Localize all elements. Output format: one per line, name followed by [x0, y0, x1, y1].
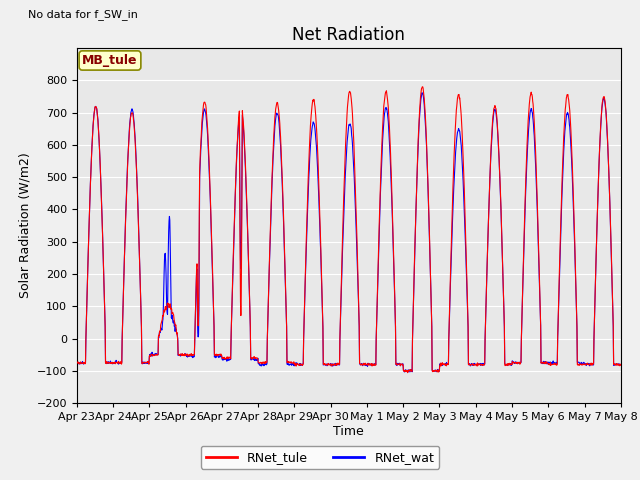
- RNet_tule: [617, 361, 625, 367]
- RNet_wat: [418, 90, 426, 96]
- Y-axis label: Solar Radiation (W/m2): Solar Radiation (W/m2): [18, 153, 31, 299]
- X-axis label: Time: Time: [333, 425, 364, 438]
- RNet_wat: [255, 361, 262, 367]
- RNet_tule: [434, 367, 442, 372]
- RNet_tule: [73, 360, 81, 365]
- RNet_tule: [553, 362, 561, 368]
- RNet_wat: [434, 367, 442, 372]
- RNet_wat: [73, 360, 81, 366]
- RNet_wat: [553, 361, 561, 367]
- RNet_wat: [404, 369, 412, 375]
- RNet_wat: [617, 362, 625, 368]
- RNet_wat: [180, 352, 188, 358]
- Title: Net Radiation: Net Radiation: [292, 25, 405, 44]
- RNet_tule: [194, 311, 202, 316]
- Line: RNet_tule: RNet_tule: [77, 87, 621, 372]
- RNet_tule: [404, 370, 412, 375]
- Line: RNet_wat: RNet_wat: [77, 93, 621, 372]
- RNet_tule: [419, 84, 426, 90]
- RNet_tule: [180, 351, 188, 357]
- Text: No data for f_SW_in: No data for f_SW_in: [28, 9, 138, 20]
- Text: MB_tule: MB_tule: [82, 54, 138, 67]
- RNet_tule: [505, 361, 513, 367]
- RNet_wat: [505, 362, 513, 368]
- RNet_tule: [255, 360, 262, 366]
- Legend: RNet_tule, RNet_wat: RNet_tule, RNet_wat: [201, 446, 439, 469]
- RNet_wat: [194, 330, 202, 336]
